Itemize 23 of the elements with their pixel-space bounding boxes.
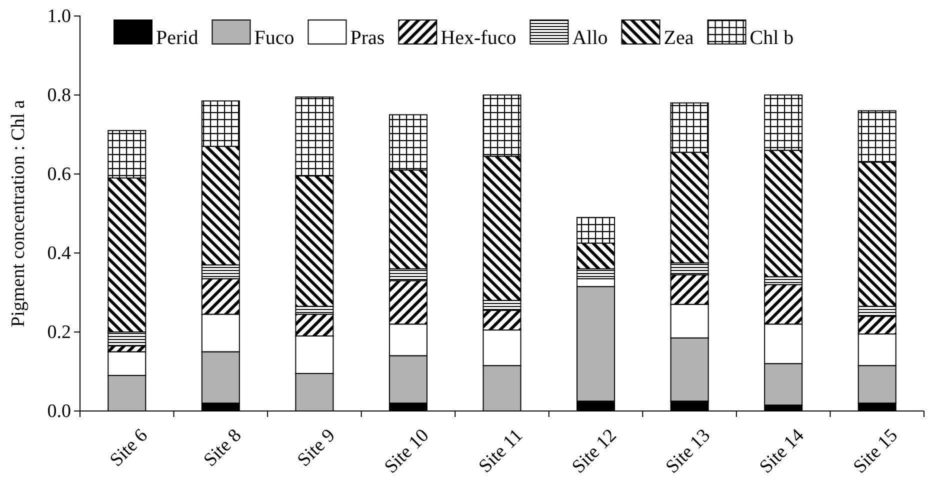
x-tick-label: Site 13 <box>662 425 714 478</box>
legend-label: Zea <box>664 27 694 49</box>
y-tick-label: 1.0 <box>47 6 71 28</box>
legend-label: Allo <box>572 27 608 49</box>
y-tick-label: 0.8 <box>47 85 71 106</box>
legend-label: Pras <box>350 27 385 49</box>
legend-label: Hex-fuco <box>440 27 516 49</box>
legend-label: Perid <box>156 27 198 49</box>
x-tick-label: Site 6 <box>106 425 152 471</box>
y-tick-label: 0.2 <box>47 322 71 344</box>
x-tick-label: Site 10 <box>380 425 434 478</box>
legend-label: Chl b <box>750 27 794 49</box>
x-tick-label: Site 15 <box>850 425 902 478</box>
y-tick-label: 0.6 <box>47 164 71 186</box>
x-tick-label: Site 11 <box>474 425 527 478</box>
y-tick-label: 0.0 <box>47 401 71 422</box>
y-axis-title: Pigment concentration : Chl a <box>8 99 29 327</box>
x-tick-label: Site 9 <box>294 425 340 471</box>
legend-label: Fuco <box>254 27 294 49</box>
x-tick-label: Site 14 <box>756 424 809 478</box>
x-tick-label: Site 8 <box>200 425 246 471</box>
y-tick-label: 0.4 <box>47 243 72 264</box>
x-tick-label: Site 12 <box>568 425 621 478</box>
